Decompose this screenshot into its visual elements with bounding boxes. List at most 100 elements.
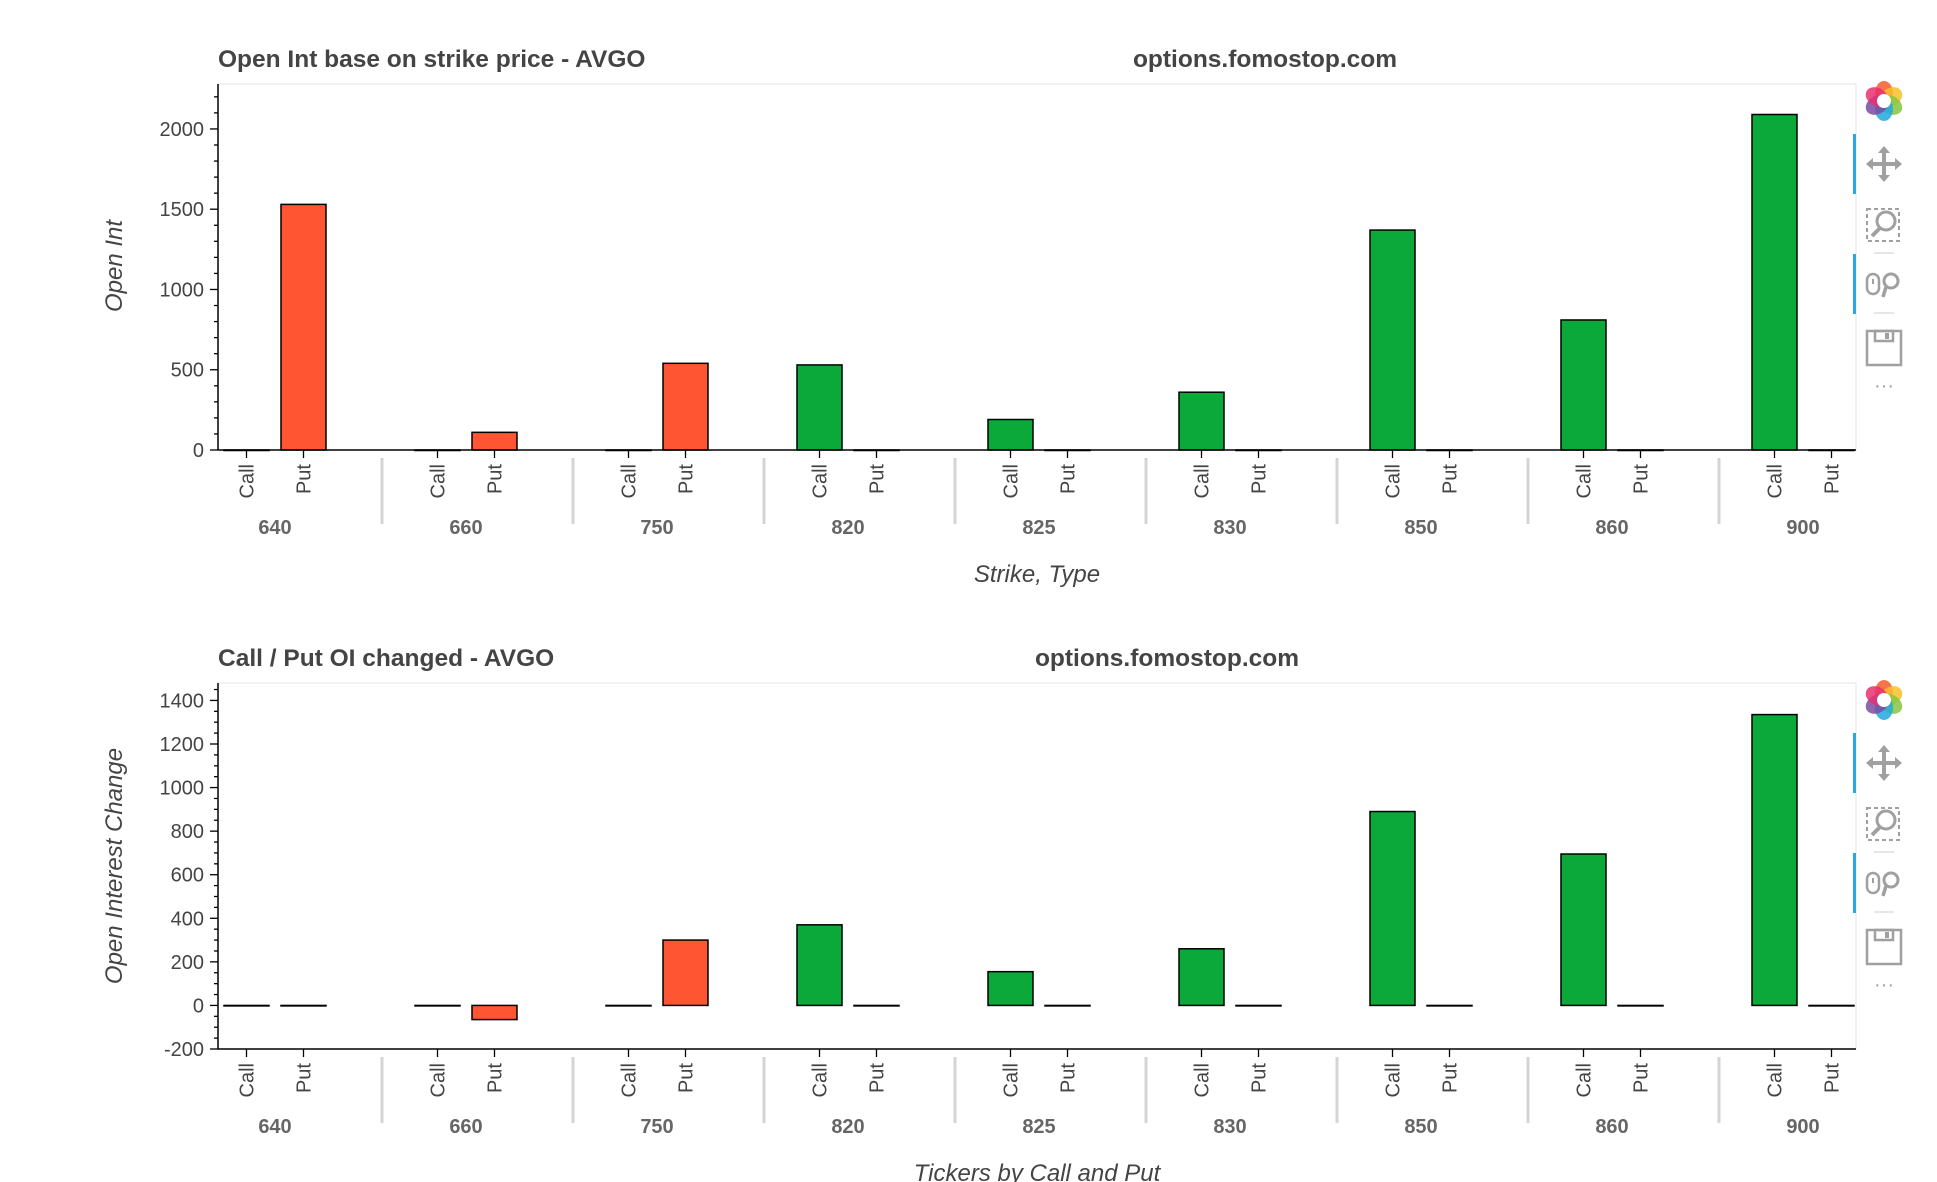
wheel-zoom-handle xyxy=(1881,286,1888,298)
plot-frame xyxy=(217,682,1857,1050)
bar-put-750 xyxy=(662,362,709,451)
bokeh-logo-icon xyxy=(1865,81,1903,121)
x-type-label: Put xyxy=(294,464,316,494)
oi-change-chart: Call / Put OI changed - AVGO options.fom… xyxy=(101,645,1857,1182)
more-icon: ··· xyxy=(1874,375,1894,397)
pan-icon xyxy=(1853,134,1902,194)
bar-call-825 xyxy=(987,970,1034,1007)
x-type-label: Call xyxy=(1001,1063,1023,1097)
save-outline xyxy=(1865,928,1903,966)
bar-call-640 xyxy=(223,1004,270,1007)
y-tick-label: 1500 xyxy=(160,199,205,221)
bar-call-820 xyxy=(796,924,843,1007)
active-indicator xyxy=(1853,134,1856,194)
bar-call-860 xyxy=(1560,319,1607,451)
y-tick-label: 1200 xyxy=(160,734,205,756)
bar-put-825 xyxy=(1044,1004,1091,1007)
x-type-label: Put xyxy=(1249,1063,1271,1093)
bar-call-860 xyxy=(1560,853,1607,1007)
pan-arrows xyxy=(1866,146,1902,182)
plot-frame xyxy=(217,83,1857,451)
bar-call-900 xyxy=(1751,113,1798,451)
y-tick-label: 600 xyxy=(171,865,204,887)
wheel-zoom-handle xyxy=(1881,885,1888,897)
save-slot xyxy=(1885,932,1889,938)
y-tick-label: 1000 xyxy=(160,778,205,800)
mouse-body xyxy=(1865,272,1881,296)
bar-call-830 xyxy=(1178,391,1225,451)
wheel-zoom-icon xyxy=(1853,254,1900,314)
box-zoom-handle xyxy=(1870,825,1882,837)
bar-call-825 xyxy=(987,418,1034,451)
x-type-label: Call xyxy=(428,464,450,498)
save-shutter xyxy=(1873,928,1895,942)
x-strike-label: 900 xyxy=(1786,1116,1819,1138)
y-tick-label: 200 xyxy=(171,952,204,974)
wheel-zoom-icon xyxy=(1853,853,1900,913)
active-indicator xyxy=(1853,254,1856,314)
mouse-body xyxy=(1865,871,1881,895)
x-type-label: Call xyxy=(237,464,259,498)
more-icon: ··· xyxy=(1874,974,1894,996)
y-tick-label: 1400 xyxy=(160,690,205,712)
x-type-label: Call xyxy=(619,1063,641,1097)
bar-call-830 xyxy=(1178,948,1225,1007)
box-zoom-frame xyxy=(1866,208,1900,242)
chart-toolbar: ··· xyxy=(1853,680,1903,996)
x-type-label: Put xyxy=(1822,1063,1844,1093)
pan-icon xyxy=(1853,733,1902,793)
x-type-label: Put xyxy=(1058,464,1080,494)
chart-toolbar: ··· xyxy=(1853,81,1903,397)
x-strike-label: 820 xyxy=(831,1116,864,1138)
x-type-label: Put xyxy=(676,1063,698,1093)
x-type-label: Call xyxy=(1765,464,1787,498)
x-type-label: Put xyxy=(676,464,698,494)
x-type-label: Call xyxy=(428,1063,450,1097)
x-strike-label: 830 xyxy=(1213,1116,1246,1138)
x-type-label: Call xyxy=(619,464,641,498)
save-slot xyxy=(1885,333,1889,339)
bar-put-820 xyxy=(853,1004,900,1007)
bar-put-640 xyxy=(280,203,327,451)
x-strike-label: 640 xyxy=(258,517,291,539)
chart-watermark: options.fomostop.com xyxy=(1035,645,1299,672)
x-type-label: Put xyxy=(294,1063,316,1093)
x-strike-label: 660 xyxy=(449,1116,482,1138)
bar-put-900 xyxy=(1808,1004,1855,1007)
bar-call-820 xyxy=(796,364,843,451)
pan-arrows xyxy=(1866,745,1902,781)
bar-put-830 xyxy=(1235,1004,1282,1007)
x-type-label: Call xyxy=(810,1063,832,1097)
x-strike-label: 820 xyxy=(831,517,864,539)
x-type-label: Put xyxy=(867,464,889,494)
y-tick-label: 1000 xyxy=(160,279,205,301)
bar-put-850 xyxy=(1426,1004,1473,1007)
x-strike-label: 825 xyxy=(1022,517,1055,539)
save-shutter xyxy=(1873,329,1895,343)
x-strike-label: 750 xyxy=(640,1116,673,1138)
box-zoom-lens xyxy=(1875,210,1897,232)
x-strike-label: 825 xyxy=(1022,1116,1055,1138)
active-indicator xyxy=(1853,733,1856,793)
wheel-zoom-lens xyxy=(1882,272,1900,290)
x-type-label: Put xyxy=(867,1063,889,1093)
x-type-label: Call xyxy=(1192,464,1214,498)
x-type-label: Put xyxy=(485,464,507,494)
x-type-label: Put xyxy=(1631,464,1653,494)
x-strike-label: 830 xyxy=(1213,517,1246,539)
bar-put-660 xyxy=(471,1004,518,1021)
x-type-label: Call xyxy=(1574,464,1596,498)
y-tick-label: 0 xyxy=(193,995,204,1017)
bar-call-750 xyxy=(605,1004,652,1007)
y-tick-label: 0 xyxy=(193,440,204,462)
x-type-label: Call xyxy=(1765,1063,1787,1097)
x-strike-label: 750 xyxy=(640,517,673,539)
y-axis-label: Open Interest Change xyxy=(101,748,128,984)
x-type-label: Put xyxy=(1631,1063,1653,1093)
box-zoom-lens xyxy=(1875,809,1897,831)
x-type-label: Call xyxy=(1574,1063,1596,1097)
x-type-label: Call xyxy=(1001,464,1023,498)
y-tick-label: 2000 xyxy=(160,119,205,141)
x-type-label: Call xyxy=(1383,464,1405,498)
active-indicator xyxy=(1853,853,1856,913)
